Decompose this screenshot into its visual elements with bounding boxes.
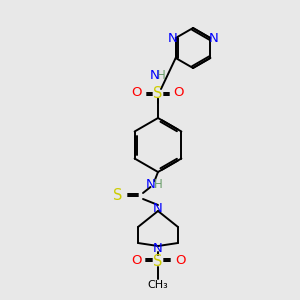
Text: H: H (154, 178, 163, 190)
Text: N: N (208, 32, 218, 44)
Text: N: N (150, 69, 160, 82)
Text: N: N (153, 242, 163, 254)
Text: O: O (132, 86, 142, 100)
Text: O: O (131, 254, 141, 268)
Text: O: O (175, 254, 185, 268)
Text: H: H (157, 69, 165, 82)
Text: N: N (168, 32, 178, 44)
Text: S: S (153, 254, 163, 268)
Text: N: N (153, 202, 163, 214)
Text: CH₃: CH₃ (148, 280, 168, 290)
Text: O: O (174, 86, 184, 100)
Text: S: S (153, 85, 163, 100)
Text: S: S (113, 188, 123, 203)
Text: N: N (146, 178, 155, 190)
